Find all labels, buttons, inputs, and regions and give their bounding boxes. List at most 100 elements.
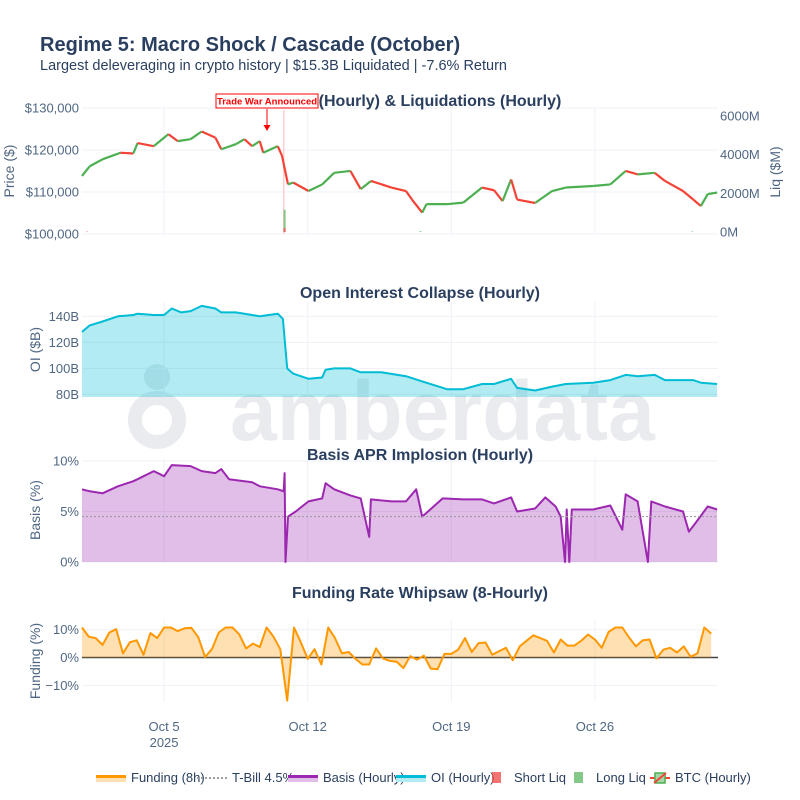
price-candle-segment — [258, 140, 265, 154]
legend-item-btc[interactable]: BTC (Hourly) — [650, 770, 751, 785]
y-tick-label: $120,000 — [25, 143, 79, 158]
legend-item-long-liq[interactable]: Long Liq — [574, 770, 646, 785]
price-candle-segment — [516, 198, 536, 205]
legend-oi-swatch — [396, 772, 426, 784]
y2-tick-label: 6000M — [720, 109, 760, 124]
price-candle-segment — [89, 158, 104, 168]
watermark-logo: amberdata — [128, 364, 656, 458]
watermark-logo-ring — [128, 391, 186, 449]
chart-title: Regime 5: Macro Shock / Cascade (October… — [40, 34, 461, 56]
y2-tick-label: 4000M — [720, 147, 760, 162]
price-candle-segment — [707, 191, 718, 196]
legend-candlestick-icon — [650, 771, 670, 784]
price-candle-segment — [214, 137, 223, 150]
price-candle-segment — [235, 138, 245, 146]
series-line — [81, 464, 718, 563]
y-tick-label: $110,000 — [26, 185, 79, 200]
price-candle-segment — [501, 179, 513, 202]
price-candle-segment — [189, 130, 203, 141]
chart-subtitle: Largest deleveraging in crypto history |… — [40, 58, 507, 74]
y-axis-title: Funding (%) — [27, 623, 43, 699]
legend-short-liq-label: Short Liq — [514, 770, 567, 785]
legend-item-basis[interactable]: Basis (Hourly) — [288, 770, 405, 785]
legend-tbill-swatch — [197, 772, 227, 784]
series-line — [81, 626, 712, 702]
y-tick-label: 10% — [53, 454, 79, 469]
price-candle-segment — [534, 190, 553, 204]
y-axis-title: Basis (%) — [27, 480, 43, 540]
price-candle-segment — [654, 171, 666, 182]
price-candle-segment — [551, 186, 567, 193]
x-tick-label: Oct 5 — [149, 719, 180, 734]
price-candle-segment — [405, 190, 413, 201]
series-area-fill — [82, 627, 712, 701]
legend-item-tbill[interactable]: T-Bill 4.5% — [197, 770, 294, 785]
price-candle-segment — [446, 201, 464, 206]
y-tick-label: $100,000 — [25, 227, 79, 242]
legend-item-short-liq[interactable]: Short Liq — [492, 770, 566, 785]
panel-basis: 0% 5% 10% Basis APR Implosion (Hourly) Basis… — [27, 447, 718, 570]
price-candle-segment — [321, 172, 335, 186]
watermark-text: amberdata — [230, 364, 656, 458]
price-candle-segment — [699, 193, 709, 207]
y-tick-label: 140B — [49, 309, 79, 324]
price-candle-segment — [167, 133, 179, 143]
price-candle-segment — [276, 145, 284, 157]
y-tick-label: 0% — [60, 650, 79, 665]
y-tick-label: 80B — [56, 387, 79, 402]
legend-long-liq-swatch — [574, 772, 583, 783]
y2-tick-label: 0M — [720, 225, 738, 240]
legend-oi-label: OI (Hourly) — [431, 770, 495, 785]
legend: Funding (8h) T-Bill 4.5% Basis (Hourly) … — [0, 770, 800, 790]
series-area-fill — [82, 465, 718, 562]
y2-axis-title: Liq ($M) — [767, 146, 783, 197]
panel-title: Open Interest Collapse (Hourly) — [300, 285, 540, 302]
price-candle-segment — [462, 186, 483, 204]
legend-funding-label: Funding (8h) — [131, 770, 205, 785]
legend-short-liq-swatch — [492, 772, 501, 783]
annotation-arrowhead — [263, 125, 271, 131]
price-candle-segment — [625, 169, 638, 176]
price-candle-segment — [359, 180, 372, 190]
price-candle-segment — [349, 170, 362, 190]
panel-oi: 80B 100B 120B 140B Open Interest Collapse (H… — [27, 285, 718, 402]
price-candle-segment — [481, 186, 495, 192]
y-tick-label: $130,000 — [25, 101, 79, 116]
price-candle-segment — [120, 151, 134, 155]
panel-title: Basis APR Implosion (Hourly) — [307, 447, 533, 464]
long-liq-bar — [691, 231, 694, 232]
panel-title: (Hourly) & Liquidations (Hourly) — [319, 93, 562, 110]
price-candle-segment — [132, 142, 139, 154]
series-area-fill — [82, 305, 718, 397]
price-candle-segment — [593, 183, 611, 188]
legend-item-funding[interactable]: Funding (8h) — [96, 770, 205, 785]
panel-funding: −10% 0% 10% Funding Rate Whipsaw (8-Hourly)… — [27, 585, 718, 702]
y-axis-title: Price ($) — [1, 145, 17, 198]
y-tick-label: 10% — [53, 622, 79, 637]
legend-tbill-label: T-Bill 4.5% — [232, 770, 295, 785]
legend-basis-swatch — [288, 772, 318, 784]
annotation-text: Trade War Announced — [217, 97, 317, 108]
short-liq-bar — [283, 228, 286, 232]
y-axis-title: OI ($B) — [27, 327, 43, 372]
legend-item-oi[interactable]: OI (Hourly) — [396, 770, 495, 785]
annotation-box — [215, 93, 319, 109]
price-candle-segment — [280, 155, 290, 185]
price-candle-segment — [177, 138, 191, 143]
y-tick-label: 100B — [49, 361, 79, 376]
y2-tick-label: 2000M — [720, 186, 760, 201]
panel-title: Funding Rate Whipsaw (8-Hourly) — [292, 585, 548, 602]
price-candle-segment — [609, 170, 627, 186]
price-candle-segment — [137, 141, 155, 148]
price-candle-segment — [287, 181, 294, 186]
price-candle-segment — [153, 133, 170, 148]
price-candle-segment — [411, 198, 424, 214]
legend-btc-label: BTC (Hourly) — [675, 770, 751, 785]
price-candle-segment — [262, 145, 279, 154]
price-candle-segment — [565, 184, 594, 189]
price-candle-segment — [664, 180, 684, 192]
legend-basis-label: Basis (Hourly) — [323, 770, 405, 785]
legend-funding-swatch — [96, 772, 126, 784]
legend-long-liq-label: Long Liq — [596, 770, 646, 785]
price-candle-segment — [682, 190, 694, 201]
